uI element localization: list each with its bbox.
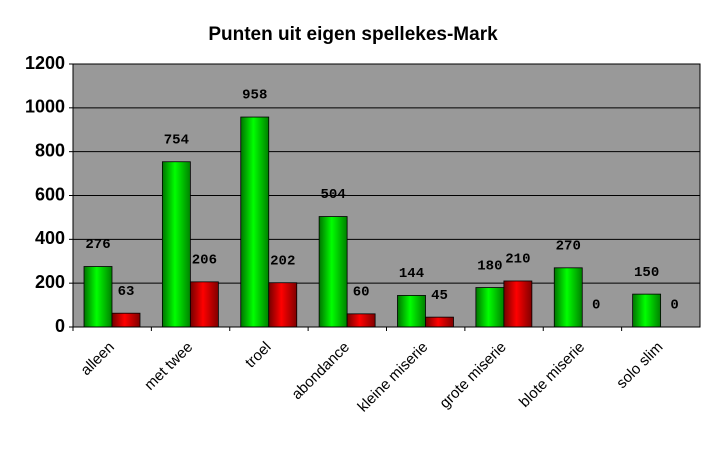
y-tick-label: 800 [35,140,65,160]
x-tick-label: alleen [77,339,117,379]
data-label: 60 [353,285,370,301]
data-label: 150 [634,265,659,281]
y-tick-label: 600 [35,184,65,204]
data-label: 63 [118,284,135,300]
bar [111,312,141,328]
bar [632,293,662,328]
chart-title: Punten uit eigen spellekes-Mark [208,24,498,45]
y-tick-label: 1000 [25,97,65,117]
x-tick-label: troel [242,339,275,372]
y-tick-label: 1200 [25,53,65,73]
bar [553,267,583,328]
x-tick-label: kleine miserie [354,339,431,416]
data-label: 276 [85,237,110,253]
y-tick-label: 400 [35,228,65,248]
data-label: 206 [192,253,217,269]
bar [425,316,454,328]
x-tick-label: solo slim [613,339,666,392]
data-label: 270 [556,239,581,255]
y-tick-label: 0 [55,316,65,336]
bar [268,282,298,328]
data-label: 0 [592,298,600,314]
plot-border [72,63,701,328]
data-label: 958 [242,88,267,104]
bar [189,281,219,328]
x-tick-label: blote miserie [516,339,588,411]
bar [318,216,348,328]
data-label: 180 [477,258,502,274]
x-tick-label: abondance [288,339,353,404]
x-tick-label: met twee [141,339,196,394]
bar [475,287,505,328]
bar [397,295,426,328]
y-tick-label: 200 [35,272,65,292]
data-label: 504 [321,187,346,203]
data-label: 210 [505,252,530,268]
x-tick-label: grote miserie [436,339,509,412]
bar [503,280,533,328]
bar [240,116,270,328]
data-label: 0 [670,298,678,314]
data-label: 202 [270,253,295,269]
data-label: 144 [399,266,424,282]
bar [346,313,376,328]
bar [161,161,191,328]
data-label: 754 [164,132,189,148]
data-label: 45 [431,288,448,304]
bar [83,266,113,328]
